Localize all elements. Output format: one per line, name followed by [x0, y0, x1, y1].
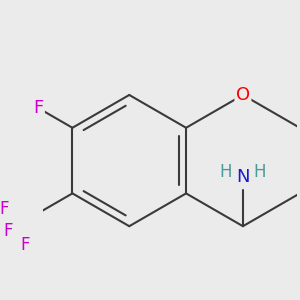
Text: O: O: [236, 86, 250, 104]
Text: H: H: [254, 163, 266, 181]
Text: F: F: [3, 222, 13, 240]
Text: N: N: [236, 168, 250, 186]
Text: F: F: [33, 99, 43, 117]
Text: F: F: [20, 236, 29, 253]
Text: F: F: [0, 200, 9, 218]
Text: H: H: [220, 163, 232, 181]
